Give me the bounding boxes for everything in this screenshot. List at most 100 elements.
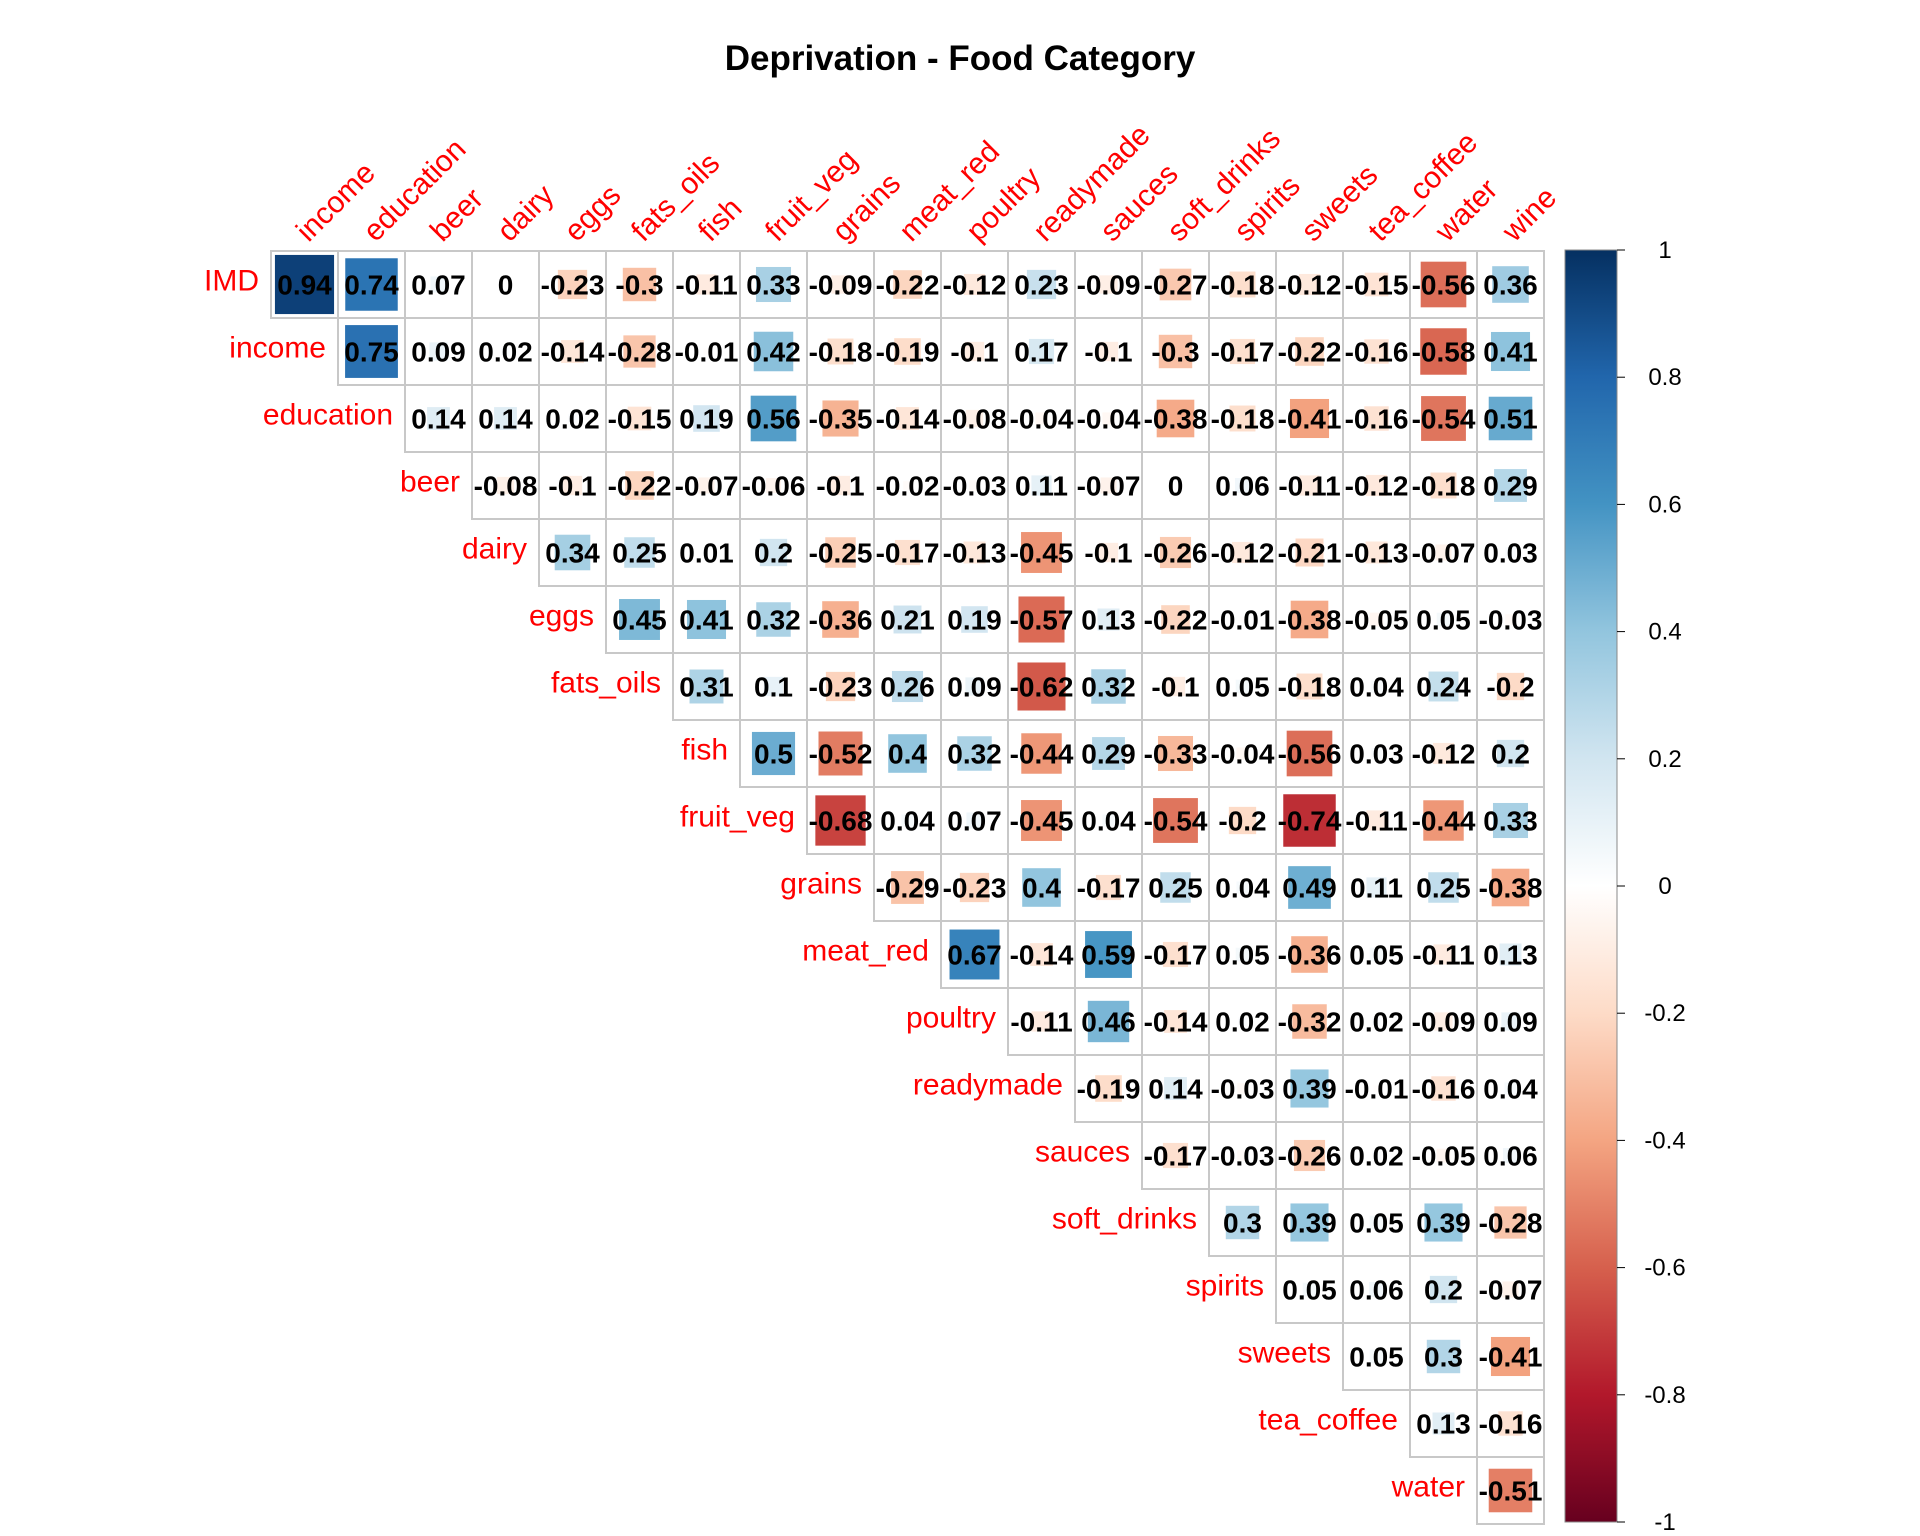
- cell-value: 0.04: [1081, 806, 1136, 837]
- cell-value: -0.2: [1218, 806, 1266, 837]
- cell-square: [766, 478, 781, 493]
- cell-value: 0.49: [1282, 873, 1337, 904]
- row-label: water: [1391, 1471, 1465, 1504]
- cell-square: [1239, 616, 1246, 623]
- cell-square: [1286, 730, 1333, 777]
- cell-value: -0.74: [1278, 806, 1342, 837]
- cell-value: -0.04: [1211, 739, 1275, 770]
- cell-value: 0.13: [1483, 940, 1538, 971]
- cell-square: [1017, 662, 1066, 711]
- cell-square: [1087, 1000, 1130, 1043]
- cell-value: 0.24: [1416, 672, 1471, 703]
- cell-square: [1290, 1203, 1329, 1242]
- cell-value: -0.12: [943, 270, 1007, 301]
- cell-square: [625, 471, 654, 500]
- cell-square: [1161, 605, 1190, 634]
- cell-square: [703, 549, 710, 556]
- cell-value: 0.34: [545, 538, 600, 569]
- legend-colorbar: [1564, 249, 1618, 1523]
- cell-square: [1429, 1275, 1458, 1304]
- cell-value: 0.04: [1349, 672, 1404, 703]
- cell-value: -0.09: [1412, 1007, 1476, 1038]
- cell-square: [1157, 735, 1194, 772]
- cell-square: [1102, 814, 1115, 827]
- row-label: poultry: [906, 1002, 996, 1035]
- cell-value: -0.07: [1412, 538, 1476, 569]
- cell-value: -0.2: [1486, 672, 1534, 703]
- cell-square: [961, 606, 988, 633]
- cell-value: -0.32: [1278, 1007, 1342, 1038]
- cell-value: -0.19: [876, 337, 940, 368]
- cell-square: [1490, 331, 1531, 372]
- cell-value: 0.2: [1424, 1275, 1463, 1306]
- color-legend: 1 0.8 0.6 0.4 0.2 0 -0.2 -0.4 -0.6 -0.8 -1: [1564, 237, 1686, 1536]
- cell-square: [703, 348, 710, 355]
- cell-square: [1022, 868, 1061, 907]
- cell-square: [1021, 532, 1062, 573]
- cell-value: 0.14: [411, 404, 466, 435]
- cell-value: -0.14: [541, 337, 605, 368]
- cell-value: -0.11: [1345, 806, 1407, 837]
- cell-value: -0.41: [1278, 404, 1342, 435]
- cell-square: [619, 599, 660, 640]
- cell-value: -0.1: [548, 471, 596, 502]
- cell-square: [1369, 947, 1384, 962]
- cell-value: 0.59: [1081, 940, 1136, 971]
- cell-value: 0.13: [1416, 1409, 1471, 1440]
- cell-value: -0.18: [1211, 270, 1275, 301]
- cell-square: [1494, 1206, 1527, 1239]
- row-label: beer: [400, 466, 460, 499]
- cell-value: -0.17: [1211, 337, 1275, 368]
- cell-value: 0.11: [1350, 873, 1403, 904]
- cell-value: -0.03: [1211, 1074, 1275, 1105]
- cell-border: [806, 317, 875, 386]
- cell-square: [557, 269, 588, 300]
- cell-value: -0.56: [1278, 739, 1342, 770]
- cell-value: -0.1: [950, 337, 998, 368]
- cell-value: 0.05: [1416, 605, 1471, 636]
- cell-square: [1235, 679, 1250, 694]
- cell-value: -0.35: [809, 404, 873, 435]
- cell-square: [1299, 475, 1320, 496]
- cell-value: -0.57: [1010, 605, 1074, 636]
- cell-value: -0.16: [1479, 1409, 1543, 1440]
- cell-value: 0.41: [679, 605, 734, 636]
- cell-square: [893, 605, 922, 634]
- cell-square: [1035, 412, 1048, 425]
- cell-square: [1235, 478, 1250, 493]
- cell-value: 0.75: [344, 337, 399, 368]
- cell-square: [1102, 412, 1115, 425]
- cell-square: [1235, 947, 1250, 962]
- cell-square: [623, 335, 656, 368]
- cell-square: [831, 275, 850, 294]
- cell-value: 0.29: [1081, 739, 1136, 770]
- cell-square: [1488, 1468, 1533, 1513]
- cell-square: [1492, 802, 1529, 839]
- cell-square: [1423, 800, 1464, 841]
- row-label: soft_drinks: [1052, 1203, 1197, 1236]
- cell-square: [1030, 943, 1053, 966]
- cell-square: [1431, 1076, 1456, 1101]
- cell-square: [830, 475, 851, 496]
- cell-square: [1421, 396, 1466, 441]
- column-label: fish: [692, 192, 748, 248]
- cell-square: [1369, 1349, 1384, 1364]
- row-label: tea_coffee: [1258, 1404, 1398, 1437]
- cell-square: [1098, 341, 1119, 362]
- cell-value: -0.44: [1412, 806, 1476, 837]
- cell-square: [1494, 469, 1527, 502]
- cell-value: 0.1: [754, 672, 793, 703]
- cell-square: [969, 480, 980, 491]
- cell-square: [1153, 798, 1198, 843]
- cell-square: [1501, 1012, 1520, 1031]
- cell-value: 0.05: [1215, 672, 1270, 703]
- cell-value: -0.12: [1211, 538, 1275, 569]
- cell-square: [430, 276, 447, 293]
- cell-square: [1365, 474, 1388, 497]
- cell-value: 0.05: [1349, 940, 1404, 971]
- cell-square: [1432, 742, 1455, 765]
- cell-square: [1237, 1083, 1248, 1094]
- cell-value: 0.02: [478, 337, 533, 368]
- cell-value: -0.23: [943, 873, 1007, 904]
- cell-value: -0.54: [1144, 806, 1208, 837]
